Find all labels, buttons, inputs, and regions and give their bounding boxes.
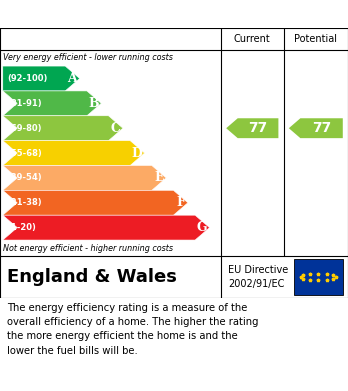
Bar: [294, 259, 343, 295]
Polygon shape: [3, 165, 166, 190]
Text: Current: Current: [234, 34, 271, 44]
Polygon shape: [3, 116, 123, 141]
Text: EU Directive
2002/91/EC: EU Directive 2002/91/EC: [228, 265, 288, 289]
Text: (1-20): (1-20): [7, 223, 36, 232]
Text: Potential: Potential: [294, 34, 337, 44]
Text: D: D: [132, 147, 143, 160]
Text: Not energy efficient - higher running costs: Not energy efficient - higher running co…: [3, 244, 173, 253]
Text: (69-80): (69-80): [7, 124, 41, 133]
Text: Energy Efficiency Rating: Energy Efficiency Rating: [69, 7, 279, 22]
Text: (39-54): (39-54): [7, 174, 41, 183]
Text: (92-100): (92-100): [7, 74, 47, 83]
Text: C: C: [111, 122, 121, 135]
Text: G: G: [197, 221, 208, 234]
Text: 77: 77: [248, 121, 268, 135]
Text: B: B: [89, 97, 100, 110]
Text: E: E: [154, 171, 164, 185]
Text: (21-38): (21-38): [7, 198, 41, 207]
Text: (81-91): (81-91): [7, 99, 41, 108]
Text: England & Wales: England & Wales: [7, 268, 177, 286]
Text: F: F: [176, 196, 185, 209]
Polygon shape: [3, 215, 209, 240]
Text: 77: 77: [312, 121, 331, 135]
Polygon shape: [3, 66, 80, 91]
Text: Very energy efficient - lower running costs: Very energy efficient - lower running co…: [3, 53, 173, 63]
Polygon shape: [3, 190, 188, 215]
Text: The energy efficiency rating is a measure of the
overall efficiency of a home. T: The energy efficiency rating is a measur…: [7, 303, 259, 356]
Polygon shape: [3, 141, 144, 165]
Text: (55-68): (55-68): [7, 149, 42, 158]
Text: A: A: [68, 72, 77, 85]
Polygon shape: [3, 91, 101, 116]
Polygon shape: [226, 118, 278, 138]
Polygon shape: [289, 118, 343, 138]
